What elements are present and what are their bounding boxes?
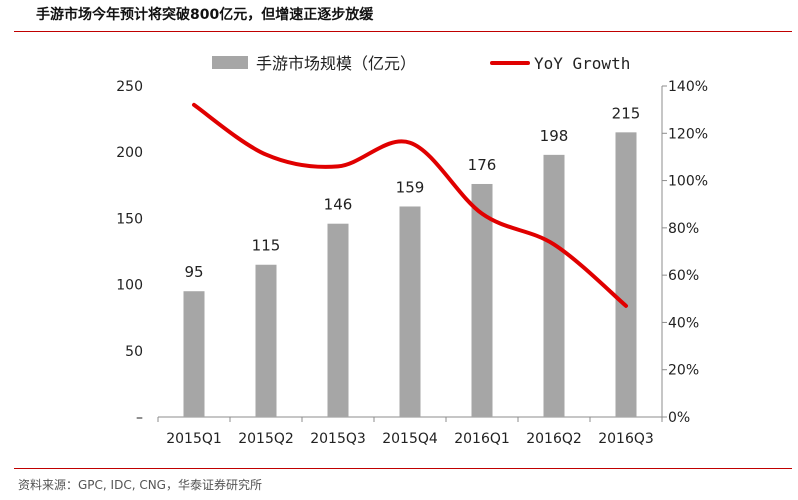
bar-value-label: 215 xyxy=(612,104,641,122)
y-left-tick-label: – xyxy=(136,410,143,426)
x-tick-labels: 2015Q1 2015Q2 2015Q3 2015Q4 2016Q1 2016Q2 2016… xyxy=(166,431,654,447)
bar-value-label: 159 xyxy=(396,178,425,196)
y-right-tick-labels: 0% 20% 40% 60% 80% 100% 120% 140% xyxy=(668,79,708,426)
x-tick-label: 2015Q3 xyxy=(310,431,366,447)
bar-value-label: 176 xyxy=(468,156,497,174)
bottom-divider xyxy=(14,468,792,469)
bar xyxy=(543,154,565,417)
y-right-tick-label: 140% xyxy=(668,79,708,95)
source-note: 资料来源：GPC, IDC, CNG，华泰证券研究所 xyxy=(18,478,262,492)
legend-bar-label: 手游市场规模（亿元） xyxy=(256,54,416,73)
y-left-tick-label: 100 xyxy=(116,278,143,294)
y-right-tick-label: 80% xyxy=(668,221,699,237)
chart-title: 手游市场今年预计将突破800亿元，但增速正逐步放缓 xyxy=(36,7,374,23)
x-tick-label: 2015Q4 xyxy=(382,431,438,447)
x-tick-label: 2015Q1 xyxy=(166,431,222,447)
bar xyxy=(615,132,637,417)
y-right-tick-label: 100% xyxy=(668,174,708,190)
bar xyxy=(399,206,421,417)
legend-bar-swatch xyxy=(212,56,248,69)
x-tick-label: 2015Q2 xyxy=(238,431,294,447)
bar-value-label: 95 xyxy=(184,263,203,281)
bar-series xyxy=(183,132,637,417)
bar xyxy=(183,291,205,417)
y-right-tick-label: 60% xyxy=(668,268,699,284)
y-right-tick-label: 40% xyxy=(668,315,699,331)
bar-value-label: 198 xyxy=(540,127,569,145)
y-left-tick-label: 50 xyxy=(125,344,143,360)
y-left-tick-labels: – 50 100 150 200 250 xyxy=(116,79,143,426)
top-divider xyxy=(14,31,792,32)
y-left-tick-label: 150 xyxy=(116,211,143,227)
legend-line-label: YoY Growth xyxy=(534,54,630,73)
bar xyxy=(471,183,493,417)
x-tick-label: 2016Q3 xyxy=(598,431,654,447)
bar-data-labels: 95 115 146 159 176 198 215 xyxy=(184,104,640,281)
bar-value-label: 146 xyxy=(324,196,353,214)
y-right-tick-label: 120% xyxy=(668,126,708,142)
x-tick-label: 2016Q1 xyxy=(454,431,510,447)
y-left-tick-label: 250 xyxy=(116,79,143,95)
growth-line-series xyxy=(192,102,628,308)
y-left-tick-label: 200 xyxy=(116,145,143,161)
y-right-tick-label: 20% xyxy=(668,363,699,379)
legend: 手游市场规模（亿元） YoY Growth xyxy=(212,54,630,73)
bar xyxy=(255,264,277,417)
yoy-growth-line xyxy=(192,102,628,308)
bar-value-label: 115 xyxy=(252,237,281,255)
y-right-tick-label: 0% xyxy=(668,410,690,426)
bar xyxy=(327,223,349,417)
x-tick-label: 2016Q2 xyxy=(526,431,582,447)
